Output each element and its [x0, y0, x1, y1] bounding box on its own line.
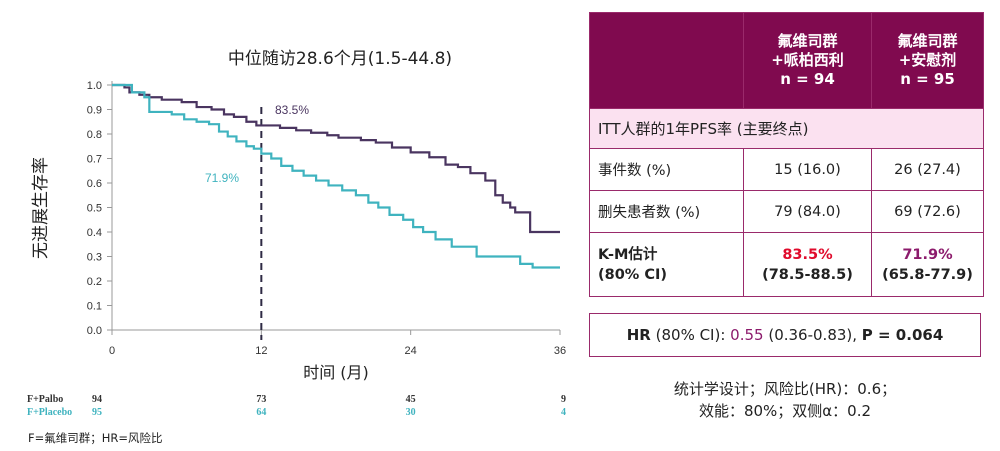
- x-tick-label: 12: [255, 345, 267, 357]
- km-placebo: 71.9% (65.8-77.9): [871, 232, 984, 297]
- header-placebo-line2: +安慰剂: [898, 51, 957, 69]
- header-treatment-n: n = 94: [780, 70, 835, 88]
- risk-count: 94: [92, 394, 102, 405]
- y-tick-label: 0.7: [87, 154, 102, 166]
- row-placebo-value: 69 (72.6): [871, 190, 984, 233]
- annotation-palbo: 83.5%: [275, 103, 309, 117]
- y-tick-label: 0.4: [87, 227, 102, 239]
- risk-row-label: F+Placebo: [27, 407, 72, 418]
- row-label: 事件数 (%): [589, 148, 744, 191]
- y-tick-label: 0.1: [87, 301, 102, 313]
- design-note-line2: 效能：80%；双侧α：0.2: [698, 402, 872, 420]
- hr-ci-label: (80% CI):: [650, 326, 731, 344]
- header-placebo: 氟维司群 +安慰剂 n = 95: [871, 12, 984, 109]
- design-note-line1: 统计学设计；风险比(HR)：0.6；: [673, 380, 897, 398]
- header-treatment-line2: +哌柏西利: [771, 51, 844, 69]
- row-label: 删失患者数 (%): [589, 190, 744, 233]
- risk-count: 30: [406, 407, 416, 418]
- x-tick-label: 36: [554, 345, 566, 357]
- hazard-ratio-box: HR (80% CI): 0.55 (0.36-0.83), P = 0.064: [589, 313, 981, 357]
- header-placebo-n: n = 95: [900, 70, 955, 88]
- km-treatment: 83.5% (78.5-88.5): [743, 232, 872, 297]
- risk-count: 45: [406, 394, 416, 405]
- section-title: ITT人群的1年PFS率 (主要终点): [589, 108, 984, 149]
- table-row: 事件数 (%) 15 (16.0) 26 (27.4): [589, 148, 984, 191]
- annotation-placebo: 71.9%: [205, 171, 239, 185]
- hr-value: 0.55: [730, 326, 764, 344]
- x-tick-label: 24: [405, 345, 417, 357]
- series-line-placebo: [112, 83, 560, 269]
- km-chart: 0.0 0.1 0.2 0.3 0.4 0.5 0.6 0.7 0.8 0.9 1.0 0 12 24 36…: [27, 49, 566, 418]
- hr-label: HR: [626, 326, 651, 344]
- km-row: K-M估计 (80% CI) 83.5% (78.5-88.5) 71.9% (…: [589, 232, 984, 297]
- hr-ci: (0.36-0.83),: [763, 326, 862, 344]
- chart-labels: 0.0 0.1 0.2 0.3 0.4 0.5 0.6 0.7 0.8 0.9 1.0 0 12 24 36…: [27, 49, 566, 418]
- table-header-blank: [589, 12, 744, 109]
- y-tick-label: 0.5: [87, 203, 102, 215]
- km-treatment-ci: (78.5-88.5): [762, 266, 853, 283]
- risk-count: 64: [256, 407, 266, 418]
- risk-row-label: F+Palbo: [27, 394, 63, 405]
- risk-count: 4: [561, 407, 566, 418]
- y-tick-label: 0.2: [87, 276, 102, 288]
- risk-count: 95: [92, 407, 102, 418]
- y-tick-label: 0.9: [87, 105, 102, 117]
- table-row: 删失患者数 (%) 79 (84.0) 69 (72.6): [589, 190, 984, 233]
- header-placebo-line1: 氟维司群: [897, 32, 958, 50]
- y-tick-label: 1.0: [87, 80, 102, 92]
- risk-count: 73: [256, 394, 266, 405]
- header-treatment-line1: 氟维司群: [777, 32, 838, 50]
- series-line-palbo: [112, 83, 560, 234]
- y-tick-label: 0.3: [87, 252, 102, 264]
- results-table: 氟维司群 +哌柏西利 n = 94 氟维司群 +安慰剂 n = 95 ITT人群…: [589, 12, 984, 297]
- y-axis-label: 无进展生存率: [31, 157, 51, 259]
- chart-series: [112, 83, 560, 269]
- x-tick-label: 0: [109, 345, 115, 357]
- footnote: F=氟维司群；HR=风险比: [28, 431, 163, 445]
- km-label: K-M估计 (80% CI): [589, 232, 744, 297]
- risk-count: 9: [561, 394, 566, 405]
- y-tick-label: 0.6: [87, 178, 102, 190]
- y-tick-label: 0.0: [87, 325, 102, 337]
- table-header-row: 氟维司群 +哌柏西利 n = 94 氟维司群 +安慰剂 n = 95: [589, 12, 984, 109]
- header-treatment: 氟维司群 +哌柏西利 n = 94: [743, 12, 872, 109]
- km-label-line1: K-M估计: [598, 246, 658, 263]
- km-label-line2: (80% CI): [598, 266, 668, 283]
- y-tick-label: 0.8: [87, 129, 102, 141]
- km-placebo-value: 71.9%: [902, 246, 953, 263]
- km-placebo-ci: (65.8-77.9): [882, 266, 973, 283]
- row-placebo-value: 26 (27.4): [871, 148, 984, 191]
- chart-title: 中位随访28.6个月(1.5-44.8): [228, 49, 452, 69]
- x-axis-label: 时间 (月): [303, 363, 369, 382]
- chart-axes: [107, 81, 561, 340]
- row-treatment-value: 79 (84.0): [743, 190, 872, 233]
- km-treatment-value: 83.5%: [782, 246, 833, 263]
- section-row: ITT人群的1年PFS率 (主要终点): [589, 108, 984, 149]
- hr-p-value: P = 0.064: [861, 326, 944, 344]
- row-treatment-value: 15 (16.0): [743, 148, 872, 191]
